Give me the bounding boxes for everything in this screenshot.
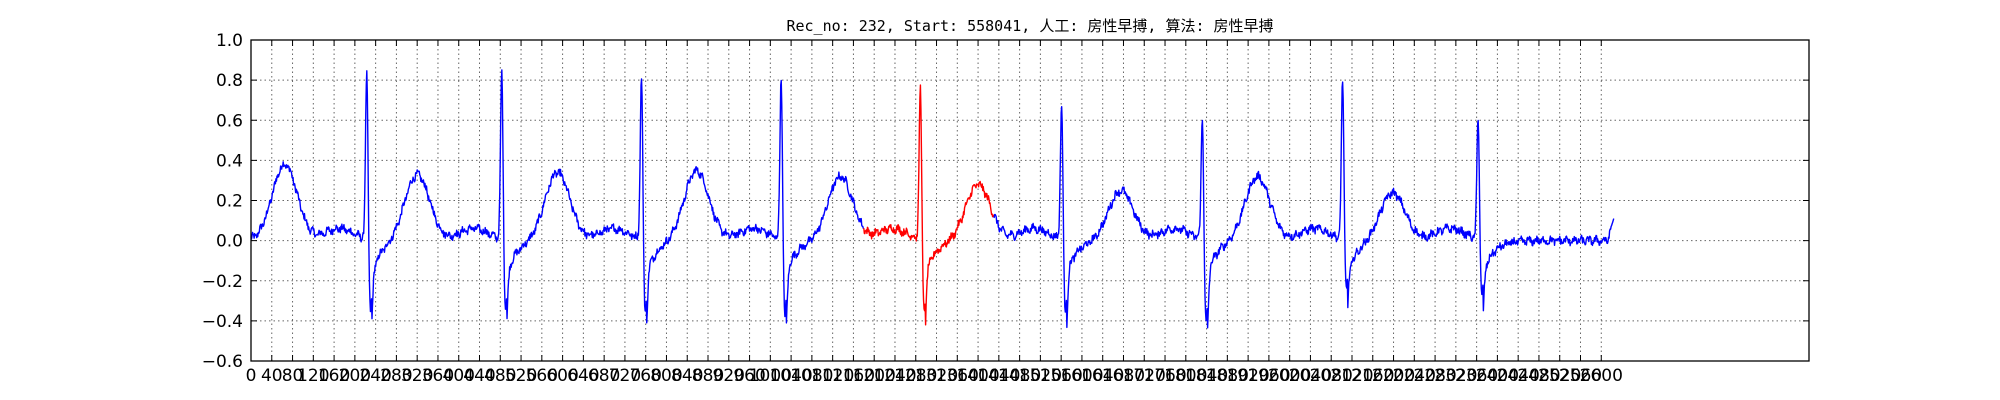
ecg-trace-normal (250, 69, 864, 324)
y-axis-tick-labels: −0.6 −0.4 −0.2 0.0 0.2 0.4 0.6 0.8 1.0 (202, 31, 243, 372)
x-tick-label: 440 (463, 366, 495, 386)
x-tick-label: 1600 (1060, 366, 1103, 386)
x-tick-label: 0 (246, 366, 257, 386)
x-tick-label: 1640 (1081, 366, 1124, 386)
x-tick-label: 1480 (998, 366, 1041, 386)
x-tick-label: 1520 (1019, 366, 1062, 386)
x-tick-label: 680 (588, 366, 620, 386)
x-tick-label: 160 (318, 366, 350, 386)
grid-lines (251, 40, 1809, 361)
x-tick-label: 2200 (1372, 366, 1415, 386)
x-tick-label: 2440 (1497, 366, 1540, 386)
y-tick-label: 0.2 (216, 192, 243, 212)
x-tick-label: 240 (359, 366, 391, 386)
x-tick-label: 1960 (1247, 366, 1290, 386)
x-tick-label: 1160 (832, 366, 875, 386)
x-tick-label: 2080 (1310, 366, 1353, 386)
x-tick-label: 1760 (1143, 366, 1186, 386)
x-tick-label: 2040 (1289, 366, 1332, 386)
y-tick-label: 0.4 (216, 151, 243, 171)
x-tick-label: 200 (339, 366, 371, 386)
y-tick-label: −0.2 (202, 272, 243, 292)
x-tick-label: 760 (629, 366, 661, 386)
x-tick-label: 1200 (853, 366, 896, 386)
x-tick-label: 2120 (1330, 366, 1373, 386)
x-tick-label: 1880 (1206, 366, 1249, 386)
x-tick-label: 2360 (1455, 366, 1498, 386)
x-tick-label: 400 (443, 366, 475, 386)
x-tick-label: 560 (526, 366, 558, 386)
y-tick-label: −0.6 (202, 352, 243, 372)
x-tick-label: 1240 (873, 366, 916, 386)
x-tick-label: 720 (609, 366, 641, 386)
axis-ticks (250, 39, 1809, 362)
x-tick-label: 1840 (1185, 366, 1228, 386)
x-tick-label: 1040 (769, 366, 812, 386)
x-tick-label: 2600 (1580, 366, 1623, 386)
x-tick-label: 1680 (1102, 366, 1145, 386)
x-tick-label: 1360 (936, 366, 979, 386)
x-tick-label: 360 (422, 366, 454, 386)
ecg-trace-highlight (863, 84, 995, 326)
x-tick-label: 800 (650, 366, 682, 386)
x-tick-label: 1560 (1040, 366, 1083, 386)
x-tick-label: 2240 (1393, 366, 1436, 386)
y-tick-label: 0.6 (216, 111, 243, 131)
ecg-signal (250, 69, 1615, 329)
x-tick-label: 40 (261, 366, 283, 386)
x-tick-label: 920 (713, 366, 745, 386)
x-tick-label: 2560 (1559, 366, 1602, 386)
x-tick-label: 2280 (1413, 366, 1456, 386)
x-tick-label: 1800 (1164, 366, 1207, 386)
x-tick-label: 1320 (915, 366, 958, 386)
y-tick-label: 0.0 (216, 232, 243, 252)
x-tick-label: 1280 (894, 366, 937, 386)
x-tick-label: 600 (546, 366, 578, 386)
x-tick-label: 1000 (749, 366, 792, 386)
x-tick-label: 2480 (1517, 366, 1560, 386)
x-tick-label: 2520 (1538, 366, 1581, 386)
x-tick-label: 2000 (1268, 366, 1311, 386)
x-tick-label: 640 (567, 366, 599, 386)
x-tick-label: 2400 (1476, 366, 1519, 386)
x-tick-label: 320 (401, 366, 433, 386)
chart-title: Rec_no: 232, Start: 558041, 人工: 房性早搏, 算法… (786, 17, 1274, 35)
x-tick-label: 880 (692, 366, 724, 386)
x-axis-tick-labels: 0 40 8012016020024028032036040044048052056… (246, 366, 1623, 386)
x-tick-label: 2320 (1434, 366, 1477, 386)
x-tick-label: 1440 (977, 366, 1020, 386)
x-tick-label: 1400 (956, 366, 999, 386)
x-tick-label: 840 (671, 366, 703, 386)
y-tick-label: 1.0 (216, 31, 243, 51)
x-tick-label: 520 (505, 366, 537, 386)
ecg-trace-normal (993, 81, 1615, 329)
x-tick-label: 2160 (1351, 366, 1394, 386)
x-tick-label: 960 (733, 366, 765, 386)
x-tick-label: 480 (484, 366, 516, 386)
x-tick-label: 1920 (1226, 366, 1269, 386)
x-tick-label: 1720 (1123, 366, 1166, 386)
x-tick-label: 1080 (790, 366, 833, 386)
x-tick-label: 1120 (811, 366, 854, 386)
x-tick-label: 80 (282, 366, 304, 386)
y-tick-label: −0.4 (202, 312, 243, 332)
x-tick-label: 120 (297, 366, 329, 386)
y-tick-label: 0.8 (216, 71, 243, 91)
x-tick-label: 280 (380, 366, 412, 386)
